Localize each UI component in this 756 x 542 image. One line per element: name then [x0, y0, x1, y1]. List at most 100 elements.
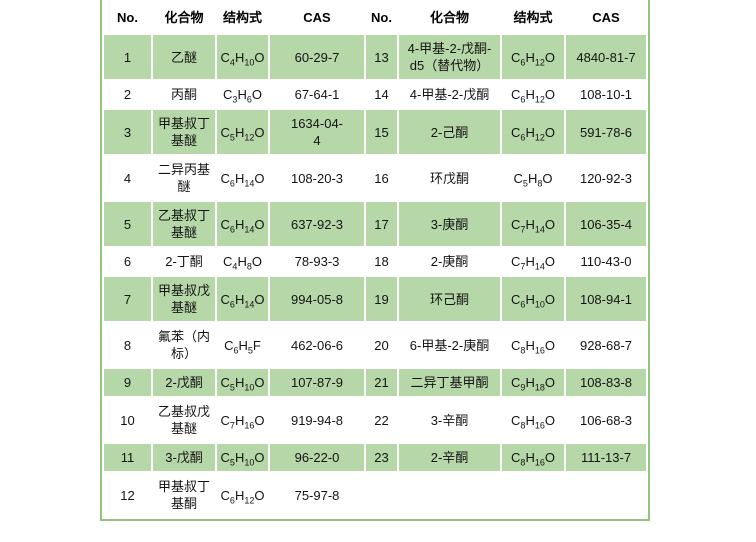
header-row: No. 化合物 结构式 CAS No. 化合物 结构式 CAS [104, 2, 646, 33]
no-cell: 23 [366, 444, 397, 471]
formula-cell: C8H16O [502, 444, 564, 471]
compound-cell: 3-庚酮 [399, 202, 500, 246]
formula-cell: C6H10O [502, 277, 564, 321]
no-cell: 13 [366, 35, 397, 79]
formula-cell: C6H5F [217, 323, 268, 367]
no-cell: 10 [104, 398, 151, 442]
formula-cell: C5H12O [217, 110, 268, 154]
header-formula-right: 结构式 [502, 2, 564, 33]
cas-cell [566, 473, 646, 517]
header-compound-right: 化合物 [399, 2, 500, 33]
no-cell: 2 [104, 81, 151, 108]
no-cell [366, 473, 397, 517]
compound-cell: 6-甲基-2-庚酮 [399, 323, 500, 367]
cas-cell: 67-64-1 [270, 81, 364, 108]
no-cell: 11 [104, 444, 151, 471]
no-cell: 7 [104, 277, 151, 321]
cas-cell: 120-92-3 [566, 156, 646, 200]
compound-cell: 3-戊酮 [153, 444, 215, 471]
no-cell: 15 [366, 110, 397, 154]
cas-cell: 106-68-3 [566, 398, 646, 442]
header-cas-left: CAS [270, 2, 364, 33]
cas-cell: 591-78-6 [566, 110, 646, 154]
no-cell: 20 [366, 323, 397, 367]
compound-cell: 甲基叔戊基醚 [153, 277, 215, 321]
compound-cell: 二异丁基甲酮 [399, 369, 500, 396]
cas-cell: 110-43-0 [566, 248, 646, 275]
table-row: 8 氟苯（内标） C6H5F 462-06-6 20 6-甲基-2-庚酮 C8H16O 928… [104, 323, 646, 367]
cas-cell: 919-94-8 [270, 398, 364, 442]
cas-cell: 96-22-0 [270, 444, 364, 471]
header-no-right: No. [366, 2, 397, 33]
compound-cell: 2-己酮 [399, 110, 500, 154]
compound-cell: 2-丁酮 [153, 248, 215, 275]
table-row: 6 2-丁酮 C4H8O 78-93-3 18 2-庚酮 C7H14O 110-43-0 [104, 248, 646, 275]
table-row: 7 甲基叔戊基醚 C6H14O 994-05-8 19 环己酮 C6H10O 108-94-1 [104, 277, 646, 321]
no-cell: 4 [104, 156, 151, 200]
compound-cell: 3-辛酮 [399, 398, 500, 442]
no-cell: 22 [366, 398, 397, 442]
no-cell: 21 [366, 369, 397, 396]
cas-cell: 108-10-1 [566, 81, 646, 108]
header-cas-right: CAS [566, 2, 646, 33]
compound-cell: 甲基叔丁基醚 [153, 110, 215, 154]
compound-cell: 甲基叔丁基酮 [153, 473, 215, 517]
formula-cell [502, 473, 564, 517]
table-body: 1 乙醚 C4H10O 60-29-7 13 4-甲基-2-戊酮-d5（替代物） C6H12… [104, 35, 646, 517]
compound-cell: 4-甲基-2-戊酮 [399, 81, 500, 108]
cas-cell: 111-13-7 [566, 444, 646, 471]
header-no-left: No. [104, 2, 151, 33]
header-compound-left: 化合物 [153, 2, 215, 33]
cas-cell: 106-35-4 [566, 202, 646, 246]
formula-cell: C4H10O [217, 35, 268, 79]
no-cell: 17 [366, 202, 397, 246]
table-row: 9 2-戊酮 C5H10O 107-87-9 21 二异丁基甲酮 C9H18O 108-83-… [104, 369, 646, 396]
no-cell: 19 [366, 277, 397, 321]
table-row: 10 乙基叔戊基醚 C7H16O 919-94-8 22 3-辛酮 C8H16O 106-68… [104, 398, 646, 442]
no-cell: 8 [104, 323, 151, 367]
no-cell: 14 [366, 81, 397, 108]
formula-cell: C7H16O [217, 398, 268, 442]
cas-cell: 1634-04-4 [270, 110, 364, 154]
formula-cell: C8H16O [502, 398, 564, 442]
no-cell: 6 [104, 248, 151, 275]
cas-cell: 4840-81-7 [566, 35, 646, 79]
cas-cell: 108-20-3 [270, 156, 364, 200]
formula-cell: C4H8O [217, 248, 268, 275]
compound-table-container: No. 化合物 结构式 CAS No. 化合物 结构式 CAS 1 乙醚 C4H10… [100, 0, 650, 521]
table-row: 3 甲基叔丁基醚 C5H12O 1634-04-4 15 2-己酮 C6H12O 591-78… [104, 110, 646, 154]
compound-cell [399, 473, 500, 517]
formula-cell: C6H14O [217, 277, 268, 321]
formula-cell: C6H12O [217, 473, 268, 517]
formula-cell: C6H12O [502, 35, 564, 79]
cas-cell: 462-06-6 [270, 323, 364, 367]
no-cell: 5 [104, 202, 151, 246]
compound-cell: 乙基叔丁基醚 [153, 202, 215, 246]
table-row: 1 乙醚 C4H10O 60-29-7 13 4-甲基-2-戊酮-d5（替代物） C6H12… [104, 35, 646, 79]
compound-cell: 丙酮 [153, 81, 215, 108]
cas-cell: 994-05-8 [270, 277, 364, 321]
compound-cell: 4-甲基-2-戊酮-d5（替代物） [399, 35, 500, 79]
formula-cell: C3H6O [217, 81, 268, 108]
cas-cell: 75-97-8 [270, 473, 364, 517]
cas-cell: 637-92-3 [270, 202, 364, 246]
header-formula-left: 结构式 [217, 2, 268, 33]
compound-cell: 2-庚酮 [399, 248, 500, 275]
compound-cell: 二异丙基醚 [153, 156, 215, 200]
table-row: 2 丙酮 C3H6O 67-64-1 14 4-甲基-2-戊酮 C6H12O 108-10-1 [104, 81, 646, 108]
formula-cell: C5H10O [217, 369, 268, 396]
no-cell: 16 [366, 156, 397, 200]
no-cell: 12 [104, 473, 151, 517]
cas-cell: 928-68-7 [566, 323, 646, 367]
table-row: 5 乙基叔丁基醚 C6H14O 637-92-3 17 3-庚酮 C7H14O 106-35-… [104, 202, 646, 246]
formula-cell: C8H16O [502, 323, 564, 367]
cas-cell: 108-94-1 [566, 277, 646, 321]
cas-cell: 60-29-7 [270, 35, 364, 79]
table-row: 12 甲基叔丁基酮 C6H12O 75-97-8 [104, 473, 646, 517]
compound-cell: 乙基叔戊基醚 [153, 398, 215, 442]
formula-cell: C6H14O [217, 202, 268, 246]
compound-cell: 乙醚 [153, 35, 215, 79]
compound-table: No. 化合物 结构式 CAS No. 化合物 结构式 CAS 1 乙醚 C4H10… [100, 0, 650, 521]
no-cell: 1 [104, 35, 151, 79]
formula-cell: C6H12O [502, 110, 564, 154]
